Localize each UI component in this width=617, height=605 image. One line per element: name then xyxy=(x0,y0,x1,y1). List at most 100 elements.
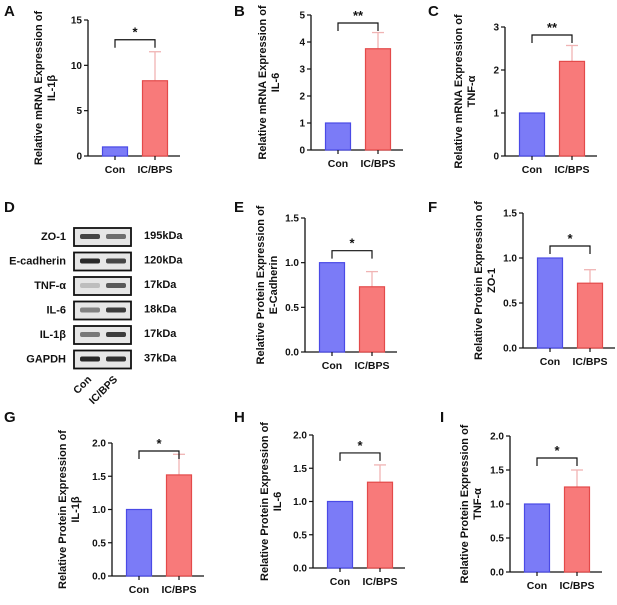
lane-label: IC/BPS xyxy=(87,374,120,407)
bar-ic-bps xyxy=(563,486,591,573)
molecular-weight: 18kDa xyxy=(144,304,177,316)
blot-row-il-1β: IL-1β 17kDa xyxy=(40,325,177,345)
y-axis-label-line: Relative mRNA Expression of xyxy=(257,5,269,160)
y-axis-label-line: TNF-α xyxy=(466,75,478,107)
x-tick-label: IC/BPS xyxy=(161,584,196,596)
significance-bracket xyxy=(536,457,578,466)
x-tick-label: IC/BPS xyxy=(554,164,589,176)
protein-label: GAPDH xyxy=(26,354,66,366)
bar-con xyxy=(523,503,551,573)
y-tick-label: 2 xyxy=(299,92,305,103)
significance-marker: ** xyxy=(353,8,364,23)
y-axis-label-line: Relative Protein Expression of xyxy=(259,422,271,581)
significance-marker: * xyxy=(156,436,162,451)
y-tick-label: 0.0 xyxy=(285,348,299,359)
bar-ic-bps xyxy=(358,286,386,353)
y-tick-label: 10 xyxy=(71,61,83,72)
bar-ic-bps xyxy=(558,60,586,157)
x-tick-label: Con xyxy=(322,360,342,372)
panel-label: E xyxy=(234,199,244,216)
protein-label: TNF-α xyxy=(34,280,66,292)
x-tick-label: IC/BPS xyxy=(559,580,594,592)
y-tick-label: 2.0 xyxy=(92,439,106,450)
blot-membrane xyxy=(73,325,132,345)
y-tick-label: 0.5 xyxy=(285,303,299,314)
panel-label: A xyxy=(4,3,15,20)
y-tick-label: 0.5 xyxy=(490,534,504,545)
y-axis-label-line: Relative Protein Expression of xyxy=(473,201,485,360)
y-tick-label: 4 xyxy=(299,38,305,49)
panel-label: D xyxy=(4,199,15,216)
significance-bracket xyxy=(138,450,180,459)
y-tick-label: 0.0 xyxy=(490,568,504,579)
blot-row-zo-1: ZO-1 195kDa xyxy=(41,227,183,247)
y-axis-label-line: IL-1β xyxy=(70,496,82,523)
bar-con xyxy=(324,122,352,151)
x-tick-label: IC/BPS xyxy=(572,356,607,368)
panel-label: I xyxy=(440,409,444,426)
y-tick-label: 0.0 xyxy=(92,572,106,583)
bar-ic-bps xyxy=(576,282,604,349)
blot-band-ic-bps xyxy=(106,258,126,264)
significance-bracket xyxy=(549,245,591,254)
blot-band-con xyxy=(80,332,100,337)
blot-membrane xyxy=(73,227,132,247)
protein-label: ZO-1 xyxy=(41,231,66,243)
panel-h: H Relative Protein Expression ofIL-6 0.0 0.… xyxy=(234,409,405,588)
blot-membrane xyxy=(73,300,132,321)
panel-b: B Relative mRNA Expression ofIL-6 0 1 2 3 4 5 Co… xyxy=(234,3,403,170)
y-tick-label: 1.5 xyxy=(92,472,106,483)
blot-row-tnf-α: TNF-α 17kDa xyxy=(34,276,177,296)
y-tick-label: 0 xyxy=(299,146,305,157)
y-tick-label: 1.0 xyxy=(503,254,517,265)
panel-c: C Relative mRNA Expression ofTNF-α 0 1 2 3 Con… xyxy=(428,3,597,176)
significance-marker: ** xyxy=(547,20,558,35)
blot-band-con xyxy=(80,258,100,264)
panel-g: G Relative Protein Expression ofIL-1β 0.0 0… xyxy=(4,409,204,596)
y-tick-label: 1 xyxy=(299,119,305,130)
y-axis-label-line: IL-6 xyxy=(272,492,284,512)
y-tick-label: 5 xyxy=(299,11,305,22)
y-tick-label: 1.5 xyxy=(490,466,504,477)
bar-con xyxy=(318,262,346,353)
x-tick-label: Con xyxy=(540,356,560,368)
y-tick-label: 0 xyxy=(493,152,499,163)
y-axis-label: Relative Protein Expression ofIL-6 xyxy=(259,422,284,581)
y-tick-label: 1.5 xyxy=(503,209,517,220)
panel-label: H xyxy=(234,409,245,426)
bar-ic-bps xyxy=(366,481,394,569)
bar-con xyxy=(125,508,153,577)
panel-label: F xyxy=(428,199,437,216)
y-tick-label: 2.0 xyxy=(293,431,307,442)
panel-label: C xyxy=(428,3,439,20)
blot-band-ic-bps xyxy=(106,307,126,313)
bar-ic-bps xyxy=(165,474,193,577)
bar-ic-bps xyxy=(141,80,169,157)
blot-band-con xyxy=(80,234,100,239)
y-axis-label: Relative Protein Expression ofE-Cadherin xyxy=(255,205,280,364)
blot-band-ic-bps xyxy=(106,332,126,337)
blot-membrane xyxy=(73,276,132,296)
x-tick-label: IC/BPS xyxy=(360,158,395,170)
significance-bracket xyxy=(114,39,156,48)
y-tick-label: 15 xyxy=(71,16,83,27)
blot-row-e-cadherin: E-cadherin 120kDa xyxy=(9,251,183,272)
molecular-weight: 120kDa xyxy=(144,255,183,267)
y-axis-label: Relative Protein Expression ofTNF-α xyxy=(459,424,484,583)
blot-row-gapdh: GAPDH 37kDa xyxy=(26,349,177,370)
blot-band-ic-bps xyxy=(106,234,126,239)
y-tick-label: 1.5 xyxy=(293,464,307,475)
blot-row-il-6: IL-6 18kDa xyxy=(46,300,177,321)
x-tick-label: Con xyxy=(129,584,149,596)
y-axis-label-line: Relative Protein Expression of xyxy=(57,430,69,589)
blot-band-con xyxy=(80,307,100,313)
panel-a: A Relative mRNA Expression ofIL-1β 0 5 10 15 C… xyxy=(4,3,180,176)
bar-ic-bps xyxy=(364,48,392,151)
x-tick-label: Con xyxy=(330,576,350,588)
y-tick-label: 3 xyxy=(299,65,305,76)
blot-membrane xyxy=(73,349,132,370)
y-axis-label-line: IL-1β xyxy=(46,75,58,102)
y-tick-label: 1.0 xyxy=(293,497,307,508)
